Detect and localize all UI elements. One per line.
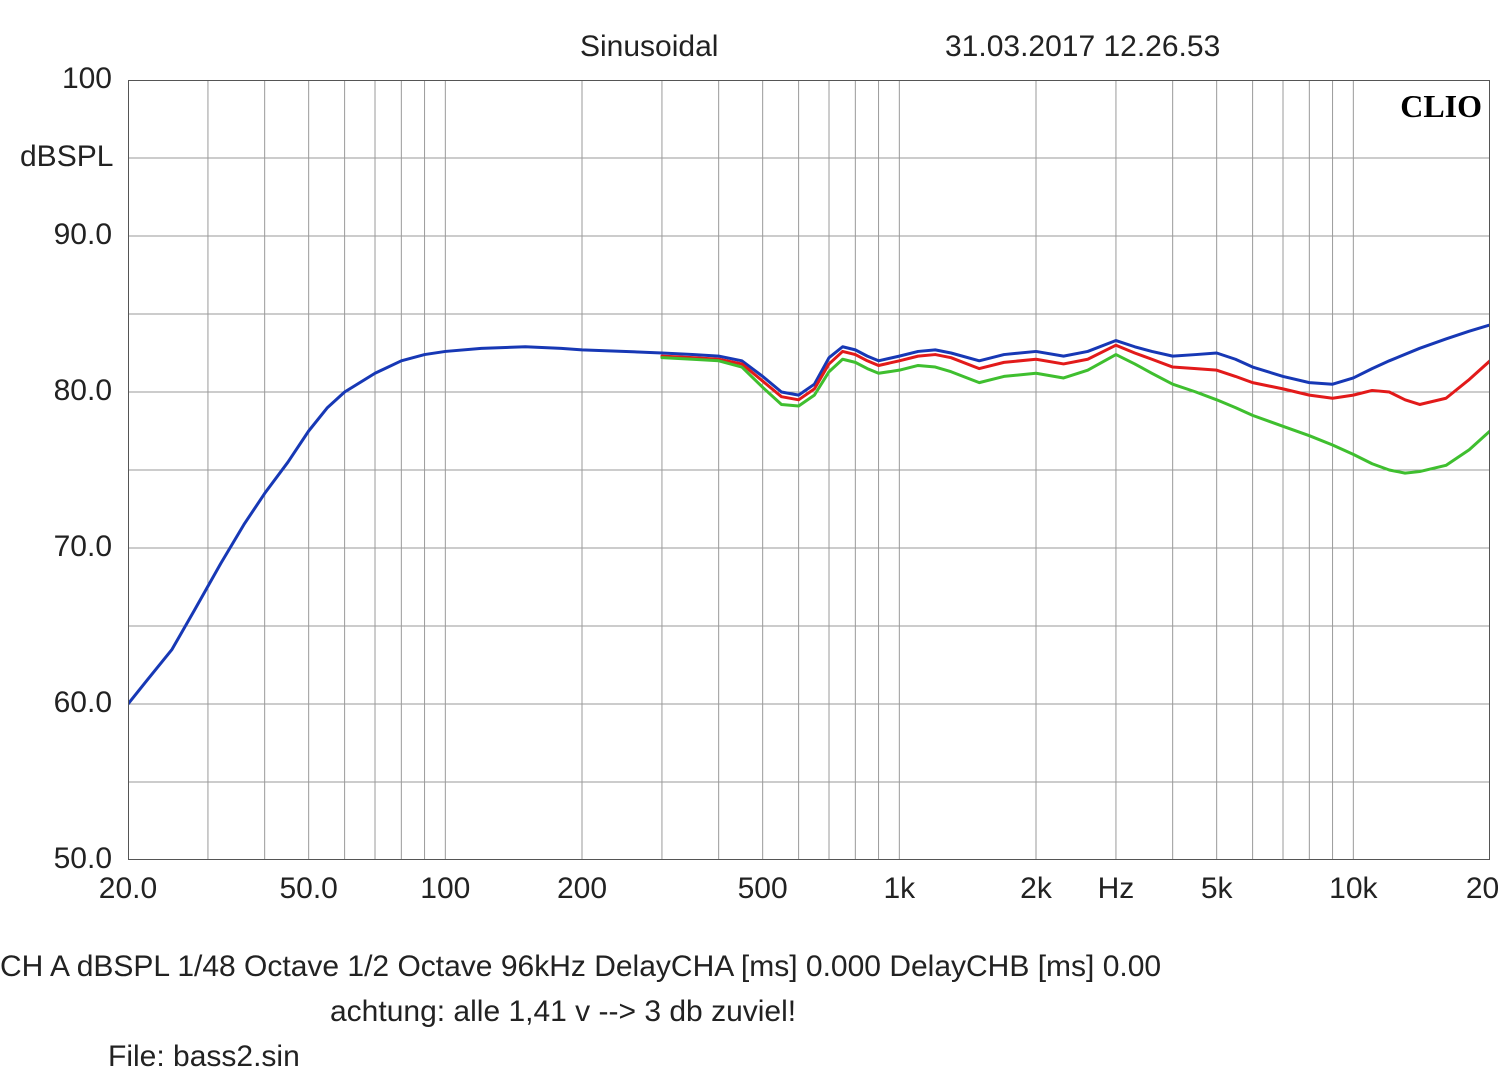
x-tick-label: 50.0 [279,872,337,906]
x-tick-label: 2k [1020,872,1052,906]
y-tick-label: 90.0 [22,218,112,252]
x-tick-label: 200 [557,872,607,906]
x-tick-label: 20.0 [99,872,157,906]
x-tick-label: 5k [1201,872,1233,906]
x-tick-label: 20k [1466,872,1500,906]
y-tick-label: 50.0 [22,842,112,876]
chart-plot-area [128,80,1490,860]
y-tick-label: 80.0 [22,374,112,408]
x-tick-label: 100 [420,872,470,906]
x-tick-label: 10k [1329,872,1377,906]
footer-line-2: achtung: alle 1,41 v --> 3 db zuviel! [330,995,796,1029]
timestamp-label: 31.03.2017 12.26.53 [945,30,1220,64]
y-axis-label: dBSPL [20,140,113,174]
y-tick-label: 60.0 [22,686,112,720]
x-tick-label: 500 [738,872,788,906]
clio-logo: CLIO [1400,88,1482,125]
footer-line-3: File: bass2.sin [108,1040,300,1074]
y-tick-label: 100 [22,62,112,96]
y-tick-label: 70.0 [22,530,112,564]
page-container: Sinusoidal 31.03.2017 12.26.53 CLIO dBSP… [0,0,1500,1086]
chart-title: Sinusoidal [580,30,718,64]
footer-line-1: CH A dBSPL 1/48 Octave 1/2 Octave 96kHz … [0,950,1161,984]
x-tick-label: 1k [883,872,915,906]
x-tick-label: Hz [1098,872,1135,906]
